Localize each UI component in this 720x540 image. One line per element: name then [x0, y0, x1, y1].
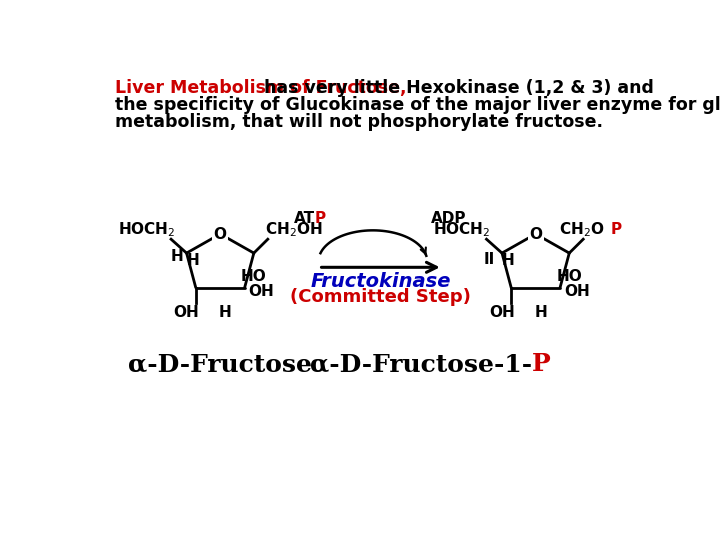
- Text: Liver Metabolism of Fructose,: Liver Metabolism of Fructose,: [114, 79, 406, 97]
- Text: OH: OH: [489, 305, 515, 320]
- Text: AT: AT: [294, 211, 315, 226]
- Text: (Committed Step): (Committed Step): [290, 288, 471, 306]
- Text: ADP: ADP: [431, 211, 467, 226]
- Text: O: O: [529, 226, 542, 241]
- Text: Fructokinase: Fructokinase: [310, 272, 451, 291]
- Text: P: P: [532, 352, 551, 376]
- Text: HO: HO: [240, 269, 266, 285]
- Text: HOCH$_2$: HOCH$_2$: [433, 221, 490, 239]
- Text: H: H: [186, 253, 199, 268]
- Text: H: H: [171, 249, 184, 265]
- Text: O: O: [214, 226, 227, 241]
- Text: has very little Hexokinase (1,2 & 3) and: has very little Hexokinase (1,2 & 3) and: [258, 79, 654, 97]
- Text: H: H: [534, 305, 547, 320]
- Text: P: P: [611, 222, 622, 238]
- Text: α-D-Fructose-1-: α-D-Fructose-1-: [310, 352, 532, 376]
- Text: HOCH$_2$: HOCH$_2$: [117, 221, 175, 239]
- Text: CH$_2$OH: CH$_2$OH: [265, 221, 323, 239]
- Text: metabolism, that will not phosphorylate fructose.: metabolism, that will not phosphorylate …: [114, 112, 603, 131]
- Text: II: II: [484, 252, 495, 267]
- Text: H: H: [219, 305, 232, 320]
- Text: HO: HO: [556, 269, 582, 285]
- Text: OH: OH: [248, 284, 274, 299]
- Text: H: H: [502, 253, 515, 268]
- Text: P: P: [315, 211, 326, 226]
- Text: α-D-Fructose: α-D-Fructose: [128, 352, 312, 376]
- Text: the specificity of Glucokinase of the major liver enzyme for glucose: the specificity of Glucokinase of the ma…: [114, 96, 720, 113]
- Text: CH$_2$O: CH$_2$O: [559, 221, 605, 239]
- Text: OH: OH: [564, 284, 590, 299]
- Text: OH: OH: [174, 305, 199, 320]
